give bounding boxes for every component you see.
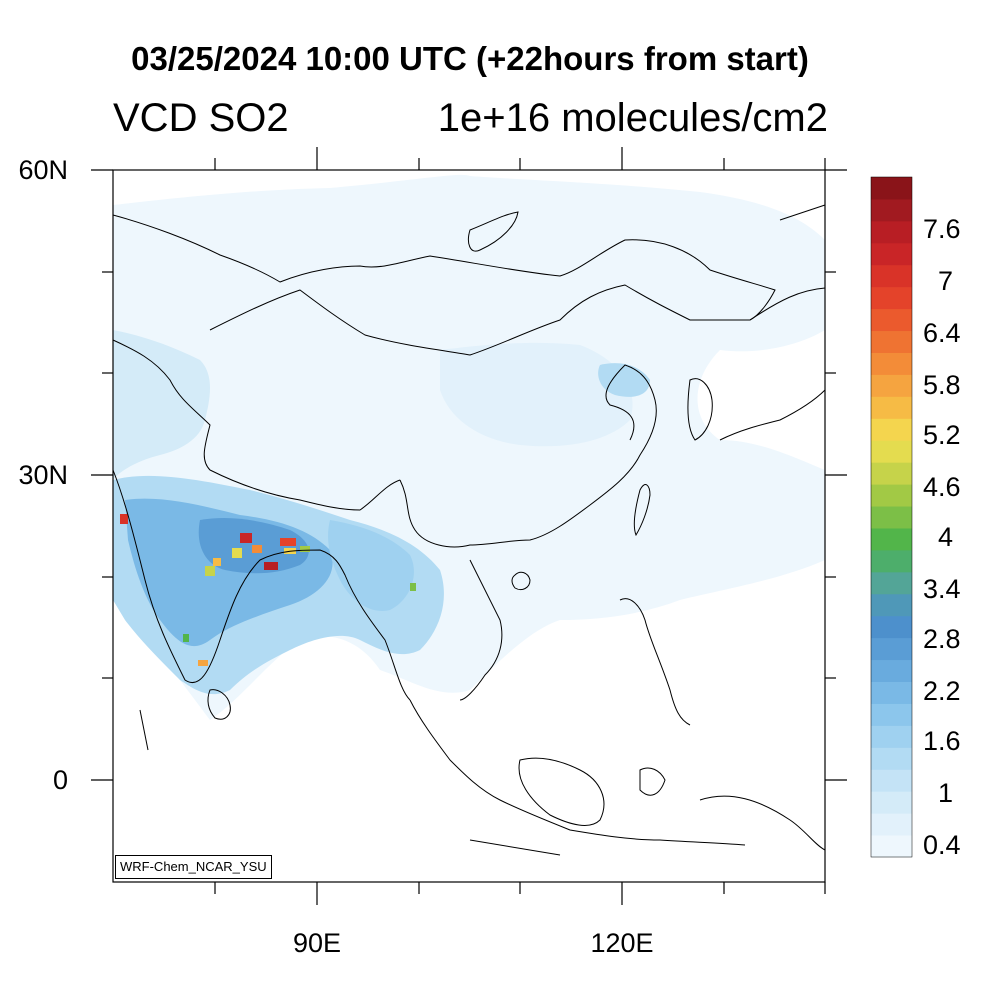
japan [719,389,826,441]
colorbar-label: 7 [938,266,954,296]
hotspot [410,583,416,591]
map-ticks [91,147,847,905]
colorbar-swatch [871,484,912,507]
hotspot [252,545,262,553]
colorbar-swatch [871,352,912,375]
lake-baikal [467,211,519,252]
lat-label-0: 0 [52,765,68,795]
colorbar-label: 0.4 [923,830,961,860]
colorbar-label: 3.4 [923,574,961,604]
colorbar-swatch [871,418,912,441]
colorbar-swatch [871,440,912,463]
colorbar-label: 2.8 [923,624,961,654]
hotspot [120,514,128,524]
colorbar-swatch [871,791,912,814]
colorbar-swatch [871,681,912,704]
colorbar-swatch [871,396,912,419]
map-plot [91,147,847,905]
colorbar-swatch [871,637,912,661]
hotspot [183,634,189,642]
colorbar-swatch [871,835,912,858]
colorbar-label: 1 [938,778,954,808]
colorbar-swatch [871,659,912,683]
colorbar-swatch [871,286,912,310]
colorbar-swatch [871,264,912,288]
model-credit: WRF-Chem_NCAR_YSU [115,855,272,879]
colorbar-label: 2.2 [923,676,961,706]
colorbar-swatch [871,330,912,353]
colorbar-label: 5.8 [923,370,961,400]
southeast-asia-coast [409,699,746,846]
colorbar-swatch [871,198,912,222]
map-title: 03/25/2024 10:00 UTC (+22hours from star… [131,40,809,77]
taiwan [633,484,651,537]
hotspot [232,548,242,558]
colorbar-swatch [871,593,912,617]
hotspot [213,558,221,566]
colorbar-swatch [871,462,912,485]
lon-label-90e: 90E [292,928,342,958]
colorbar-label: 1.6 [923,726,961,756]
colorbar-swatch [871,506,912,529]
coastlines-borders [112,204,826,856]
colorbar-swatch [871,549,912,573]
colorbar-swatch [871,374,912,397]
colorbar-swatch [871,308,912,332]
colorbar-swatch [871,571,912,595]
sulawesi [639,767,666,796]
hotspot [280,538,296,546]
colorbar-label: 7.6 [923,214,961,244]
colorbar-swatch [871,725,912,748]
colorbar-swatch [871,242,912,266]
colorbar-swatch [871,703,912,726]
map-frame [112,169,826,883]
borneo [518,757,605,826]
colorbar-swatch [871,527,912,551]
so2-china-haze [440,342,633,447]
colorbar-swatch [871,813,912,836]
hotspot [264,562,278,570]
variable-name: VCD SO2 [113,96,289,140]
china-coast [399,364,657,548]
so2-field [113,174,825,721]
lat-label-60n: 60N [18,155,68,185]
sri-lanka [207,689,231,720]
colorbar-label: 4.6 [923,472,961,502]
colorbar [871,177,912,858]
java [469,839,561,856]
colorbar-label: 4 [938,522,954,552]
india-coast [112,469,411,701]
sakhalin [779,204,826,221]
indochina-coast [459,559,503,701]
hainan [511,571,531,591]
colorbar-frame [870,176,913,858]
colorbar-swatch [871,747,912,770]
hotspot [198,660,208,666]
himalaya-border [112,339,401,511]
maldives [139,709,149,751]
korea [687,378,713,441]
hotspot [300,546,310,552]
northern-border [112,214,776,321]
units-label: 1e+16 molecules/cm2 [437,96,828,140]
colorbar-swatch [871,177,912,200]
mongolia-border [209,284,826,356]
so2-northwest-haze [113,330,210,480]
colorbar-swatch [871,220,912,244]
colorbar-swatch [871,615,912,639]
colorbar-label: 6.4 [923,318,961,348]
philippines [619,598,691,726]
so2-myanmar-haze [328,520,414,611]
hotspot [240,533,252,543]
colorbar-swatch [871,769,912,792]
lon-label-120e: 120E [590,928,654,958]
hotspot [205,566,215,576]
lat-label-30n: 30N [18,460,68,490]
new-guinea [699,795,826,851]
colorbar-label: 5.2 [923,420,961,450]
